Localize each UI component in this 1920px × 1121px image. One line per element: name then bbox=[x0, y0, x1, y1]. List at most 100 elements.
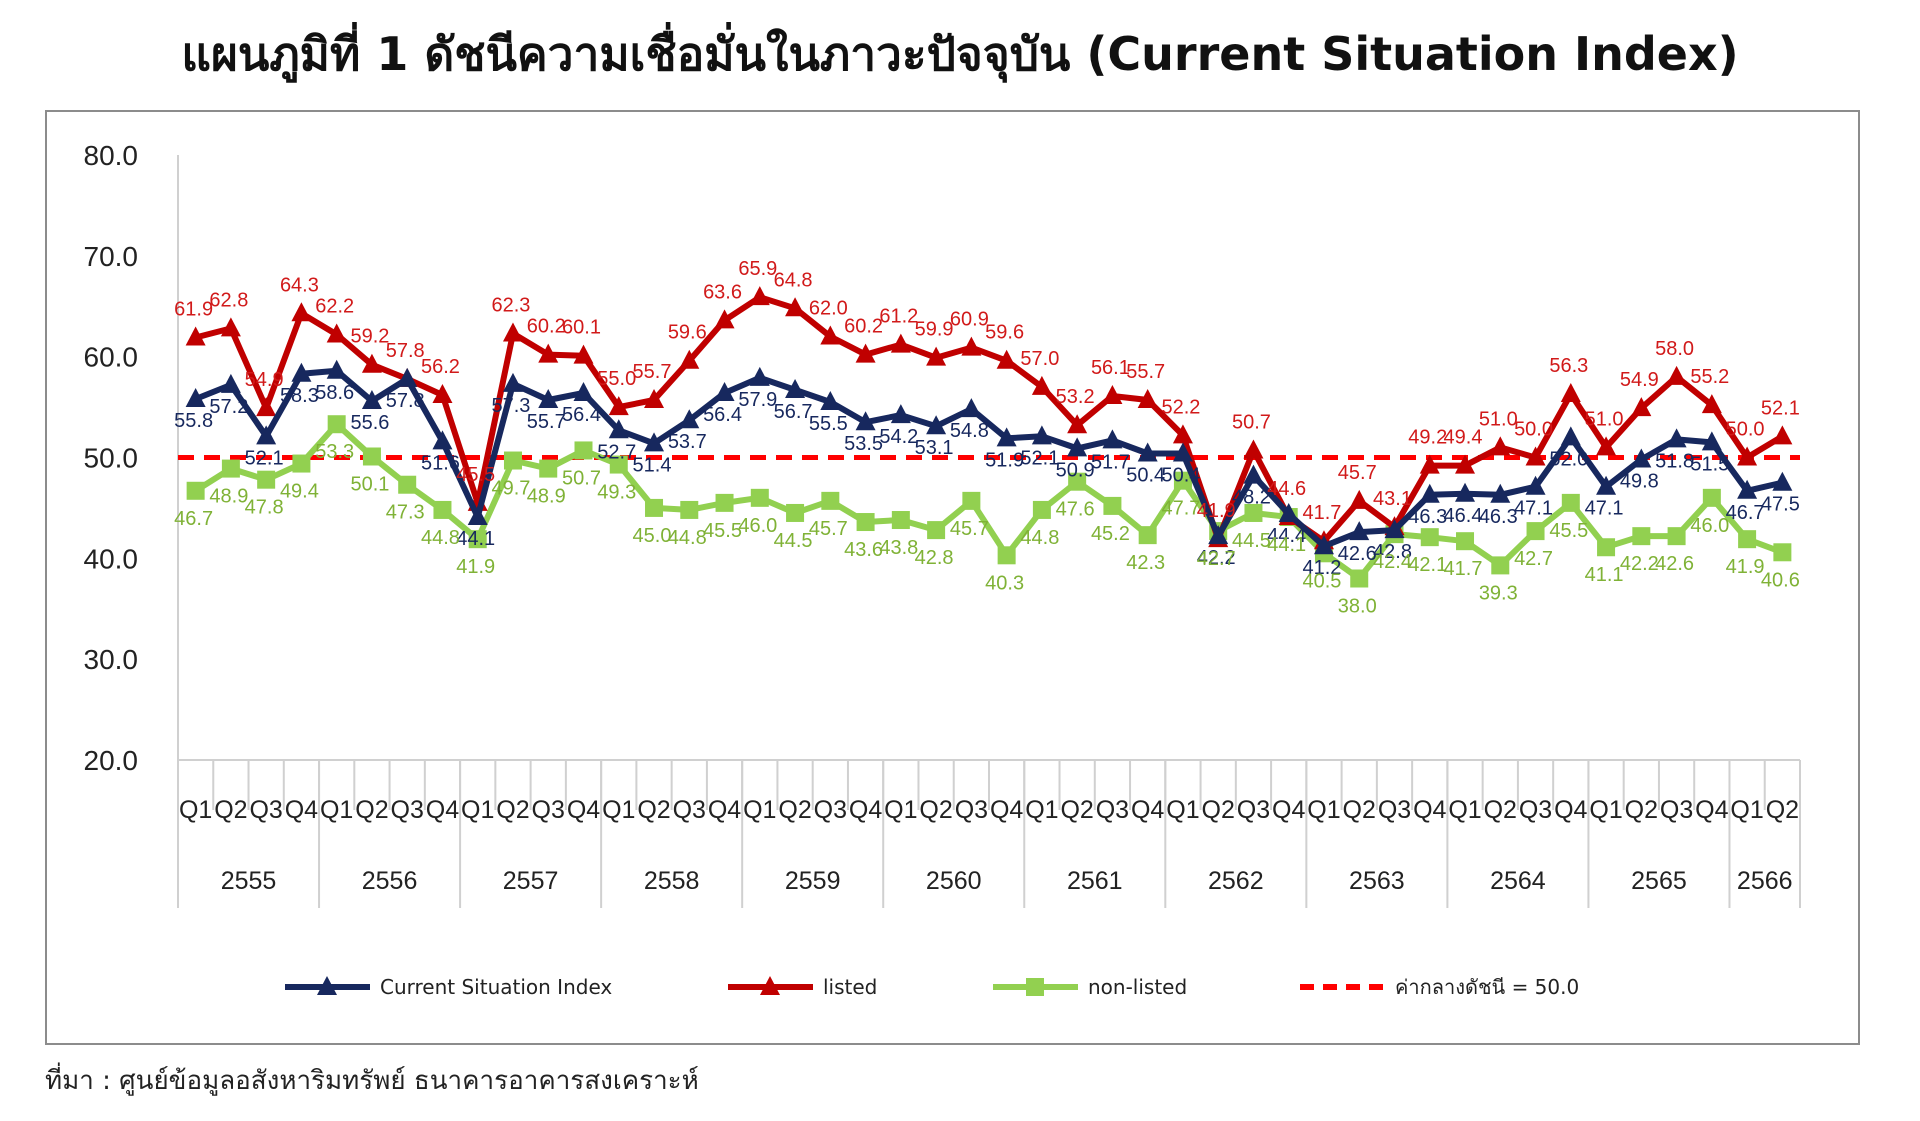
data-label: 51.9 bbox=[985, 449, 1024, 471]
x-quarter-label: Q1 bbox=[1166, 796, 1199, 824]
data-label: 55.7 bbox=[633, 361, 672, 383]
data-label: 52.1 bbox=[1761, 397, 1800, 419]
data-label: 44.1 bbox=[456, 528, 495, 550]
axes: 20.030.040.050.060.070.080.0Q1 Q2 Q3 Q4 Q1 Q2… bbox=[84, 140, 1801, 908]
data-point bbox=[186, 481, 205, 500]
data-point bbox=[962, 491, 981, 510]
data-point bbox=[749, 286, 770, 306]
data-label: 57.8 bbox=[386, 390, 425, 412]
x-quarter-label: Q3 bbox=[391, 796, 424, 824]
x-quarter-label: Q2 bbox=[1625, 796, 1658, 824]
data-label: 52.0 bbox=[1549, 448, 1588, 470]
data-point bbox=[1350, 569, 1369, 588]
x-quarter-label: Q4 bbox=[1413, 796, 1446, 824]
data-label: 44.5 bbox=[1232, 530, 1271, 552]
data-point bbox=[221, 459, 240, 478]
y-tick-label: 40.0 bbox=[84, 543, 139, 574]
data-label: 41.7 bbox=[1444, 558, 1483, 580]
data-point bbox=[891, 511, 910, 530]
data-label: 41.1 bbox=[1585, 564, 1624, 586]
data-label: 49.3 bbox=[597, 482, 636, 504]
data-label: 49.2 bbox=[1408, 427, 1447, 449]
x-year-label: 2563 bbox=[1349, 867, 1405, 895]
data-point bbox=[1525, 446, 1546, 466]
data-label: 49.4 bbox=[1444, 427, 1483, 449]
data-label: 57.2 bbox=[209, 396, 248, 418]
data-point bbox=[1666, 365, 1687, 385]
data-label: 41.9 bbox=[1197, 500, 1236, 522]
y-tick-label: 70.0 bbox=[84, 241, 139, 272]
data-point bbox=[1032, 500, 1051, 519]
x-year-label: 2562 bbox=[1208, 867, 1264, 895]
data-point bbox=[432, 430, 453, 450]
data-point bbox=[820, 325, 841, 345]
data-point bbox=[1384, 519, 1405, 539]
data-label: 48.9 bbox=[209, 486, 248, 508]
data-label: 56.7 bbox=[774, 401, 813, 423]
data-point bbox=[1031, 375, 1052, 395]
data-point bbox=[291, 362, 312, 382]
x-quarter-label: Q1 bbox=[1589, 796, 1622, 824]
data-point bbox=[1208, 525, 1229, 545]
data-label: 50.9 bbox=[1056, 459, 1095, 481]
data-label: 41.2 bbox=[1303, 557, 1342, 579]
series-line bbox=[194, 294, 1784, 545]
data-point bbox=[1525, 475, 1546, 495]
data-point bbox=[961, 336, 982, 356]
data-point bbox=[1138, 526, 1157, 545]
data-point bbox=[538, 389, 559, 409]
x-quarter-label: Q4 bbox=[849, 796, 882, 824]
legend-swatch-marker bbox=[317, 976, 337, 995]
data-label: 56.1 bbox=[1091, 357, 1130, 379]
data-point bbox=[185, 388, 206, 408]
data-point bbox=[256, 397, 277, 417]
x-quarter-label: Q1 bbox=[1025, 796, 1058, 824]
data-point bbox=[1560, 382, 1581, 402]
data-point bbox=[926, 346, 947, 366]
data-point bbox=[502, 372, 523, 392]
data-point bbox=[855, 343, 876, 363]
x-quarter-label: Q4 bbox=[567, 796, 600, 824]
data-point bbox=[609, 455, 628, 474]
data-point bbox=[927, 521, 946, 540]
data-label: 58.0 bbox=[1655, 338, 1694, 360]
x-year-label: 2564 bbox=[1490, 867, 1546, 895]
data-label: 64.8 bbox=[774, 269, 813, 291]
x-quarter-label: Q2 bbox=[637, 796, 670, 824]
data-label: 44.8 bbox=[668, 527, 707, 549]
data-point bbox=[821, 491, 840, 510]
data-point bbox=[1560, 426, 1581, 446]
data-point bbox=[1031, 425, 1052, 445]
data-point bbox=[220, 317, 241, 337]
data-label: 52.1 bbox=[1020, 447, 1059, 469]
x-quarter-label: Q3 bbox=[532, 796, 565, 824]
legend-non-listed: non-listed bbox=[993, 975, 1187, 999]
data-point bbox=[220, 373, 241, 393]
x-year-label: 2555 bbox=[221, 867, 277, 895]
data-point bbox=[714, 381, 735, 401]
x-quarter-label: Q2 bbox=[214, 796, 247, 824]
data-label: 44.8 bbox=[1020, 527, 1059, 549]
x-quarter-label: Q3 bbox=[249, 796, 282, 824]
data-label: 56.4 bbox=[562, 404, 601, 426]
data-point bbox=[1137, 389, 1158, 409]
data-point bbox=[645, 498, 664, 517]
y-tick-label: 20.0 bbox=[84, 745, 139, 776]
data-point bbox=[1067, 437, 1088, 457]
x-quarter-label: Q3 bbox=[1378, 796, 1411, 824]
data-label: 44.5 bbox=[774, 530, 813, 552]
data-label: 49.8 bbox=[1620, 471, 1659, 493]
y-tick-label: 80.0 bbox=[84, 140, 139, 171]
x-quarter-label: Q1 bbox=[884, 796, 917, 824]
data-label: 60.2 bbox=[527, 316, 566, 338]
data-label: 44.4 bbox=[1267, 525, 1306, 547]
data-label: 54.9 bbox=[1620, 369, 1659, 391]
x-quarter-label: Q4 bbox=[1272, 796, 1305, 824]
data-label: 52.1 bbox=[245, 447, 284, 469]
data-point bbox=[1631, 397, 1652, 417]
data-point bbox=[644, 389, 665, 409]
data-point bbox=[714, 309, 735, 329]
data-label: 47.6 bbox=[1056, 499, 1095, 521]
data-label: 54.9 bbox=[245, 369, 284, 391]
data-label: 60.1 bbox=[562, 317, 601, 339]
